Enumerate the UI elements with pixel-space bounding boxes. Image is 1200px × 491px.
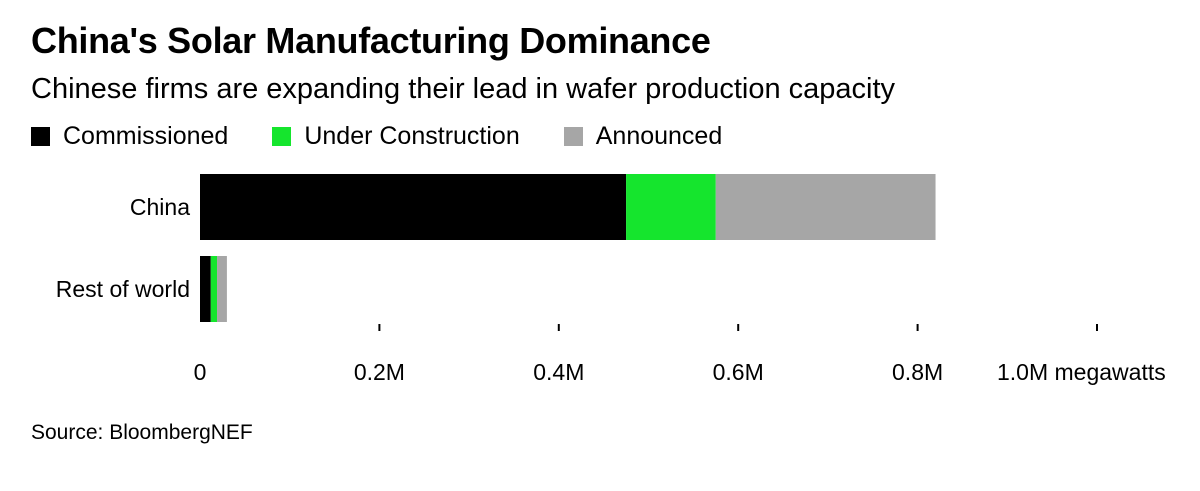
- bar-rest-of-world-under-construction: [210, 256, 218, 322]
- legend-swatch-under-construction: [272, 127, 292, 146]
- legend-item-under-construction: Under Construction: [272, 122, 520, 151]
- legend: Commissioned Under Construction Announce…: [31, 122, 766, 151]
- bar-rest-of-world-announced: [217, 256, 227, 322]
- bar-china-under-construction: [626, 174, 716, 240]
- x-tick-label: 0.2M: [354, 359, 405, 385]
- category-label-china: China: [130, 194, 190, 220]
- category-label-rest-of-world: Rest of world: [56, 276, 190, 302]
- x-tick-label: 1.0M megawatts: [997, 359, 1166, 385]
- x-tick-label: 0.8M: [892, 359, 943, 385]
- legend-item-commissioned: Commissioned: [31, 122, 228, 151]
- legend-label-commissioned: Commissioned: [63, 122, 229, 150]
- x-tick-label: 0.6M: [713, 359, 764, 385]
- legend-item-announced: Announced: [563, 122, 723, 151]
- bar-china-announced: [715, 174, 936, 240]
- legend-swatch-commissioned: [31, 127, 50, 146]
- source-note: Source: BloombergNEF: [31, 421, 253, 444]
- chart-title: China's Solar Manufacturing Dominance: [31, 20, 711, 61]
- x-tick-label: 0.4M: [533, 359, 584, 385]
- chart-subtitle: Chinese firms are expanding their lead i…: [31, 73, 896, 105]
- bar-rest-of-world-commissioned: [200, 256, 211, 322]
- x-tick-label: 0: [194, 359, 207, 385]
- legend-label-announced: Announced: [595, 122, 723, 150]
- legend-label-under-construction: Under Construction: [304, 122, 520, 150]
- legend-swatch-announced: [563, 127, 583, 146]
- bar-china-commissioned: [200, 174, 627, 240]
